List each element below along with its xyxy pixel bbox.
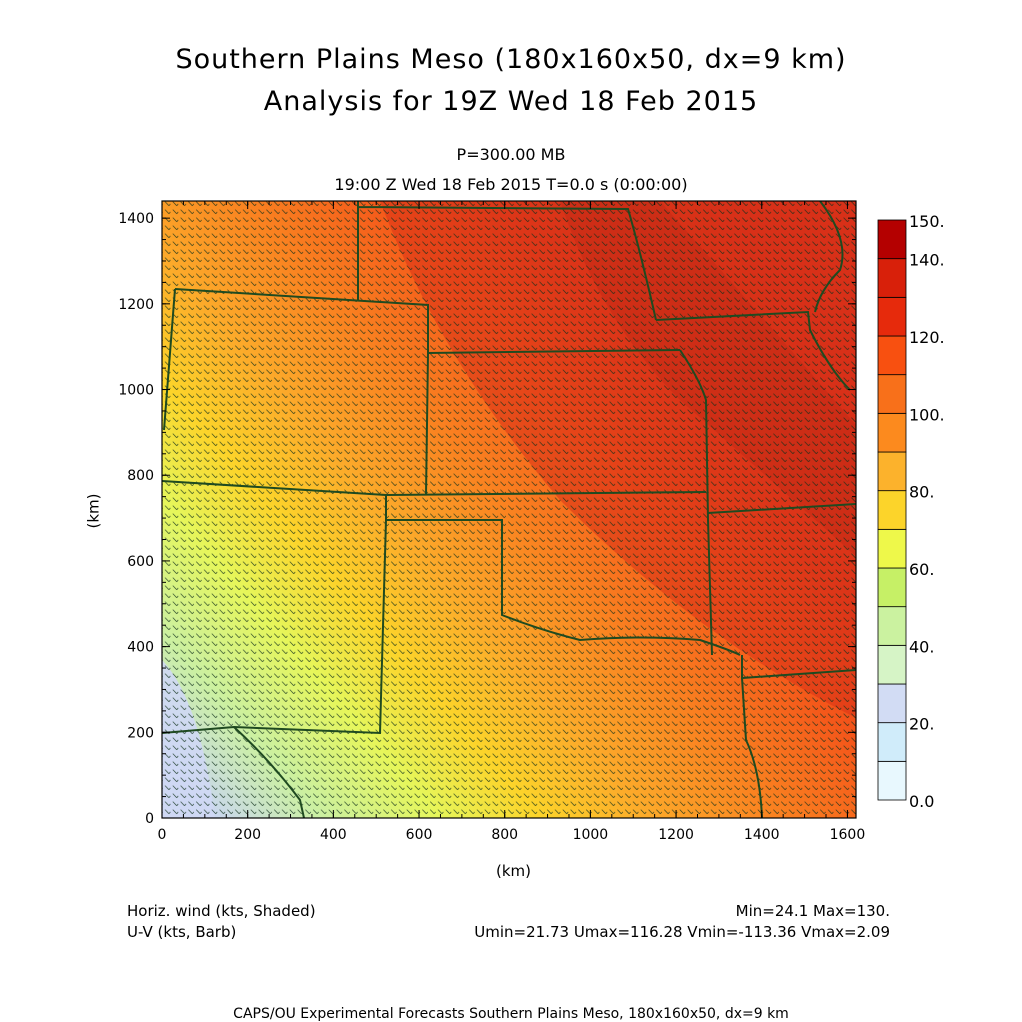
colorbar bbox=[877, 219, 907, 801]
boundary-west-edge bbox=[163, 288, 176, 431]
y-tick-label: 800 bbox=[127, 468, 154, 484]
colorbar-label: 140. bbox=[909, 251, 945, 270]
colorbar-swatch bbox=[877, 683, 907, 724]
colorbar-swatch bbox=[877, 451, 907, 492]
colorbar-label: 20. bbox=[909, 715, 934, 734]
colorbar-swatch bbox=[877, 760, 907, 801]
footer-credit: CAPS/OU Experimental Forecasts Southern … bbox=[233, 1006, 789, 1022]
boundary-nebraska-north bbox=[357, 201, 657, 321]
state-boundaries bbox=[162, 201, 856, 818]
y-tick-label: 1400 bbox=[118, 211, 154, 227]
colorbar-swatch bbox=[877, 528, 907, 569]
legend-barb: U-V (kts, Barb) bbox=[127, 923, 237, 941]
x-tick-label: 200 bbox=[234, 827, 261, 843]
x-tick-label: 600 bbox=[406, 827, 433, 843]
y-tick-label: 0 bbox=[145, 811, 154, 827]
legend-uv-range: Umin=21.73 Umax=116.28 Vmin=-113.36 Vmax… bbox=[474, 923, 890, 941]
boundary-new-mexico-texas bbox=[162, 519, 387, 735]
colorbar-label: 80. bbox=[909, 483, 934, 502]
colorbar-swatch bbox=[877, 219, 907, 260]
colorbar-swatch bbox=[877, 412, 907, 453]
boundary-kansas-missouri bbox=[679, 349, 713, 656]
y-tick-label: 1000 bbox=[118, 383, 154, 399]
colorbar-swatch bbox=[877, 722, 907, 762]
colorbar-labels: 150. 140. 120. 100. 80. 60. 40. 20. 0.0 bbox=[909, 212, 945, 811]
colorbar-label: 120. bbox=[909, 328, 945, 347]
colorbar-swatch bbox=[877, 258, 907, 298]
y-tick-label: 600 bbox=[127, 554, 154, 570]
colorbar-label: 150. bbox=[909, 212, 945, 231]
title-line-2: Analysis for 19Z Wed 18 Feb 2015 bbox=[263, 86, 759, 117]
colorbar-swatch bbox=[877, 606, 907, 646]
colorbar-swatch bbox=[877, 335, 907, 376]
x-axis-label: (km) bbox=[496, 862, 532, 880]
legend-min-max: Min=24.1 Max=130. bbox=[735, 902, 890, 920]
x-tick-label: 800 bbox=[491, 827, 518, 843]
boundary-missouri bbox=[655, 310, 851, 391]
valid-time: 19:00 Z Wed 18 Feb 2015 T=0.0 s (0:00:00… bbox=[334, 175, 688, 194]
boundary-iowa-river bbox=[814, 201, 844, 313]
y-tick-label: 200 bbox=[127, 725, 154, 741]
y-axis-label: (km) bbox=[84, 493, 103, 529]
colorbar-swatch bbox=[877, 374, 907, 414]
colorbar-label: 100. bbox=[909, 405, 945, 424]
boundary-texas-louisiana bbox=[741, 677, 763, 818]
axis-ticks bbox=[161, 201, 856, 819]
pressure-level: P=300.00 MB bbox=[456, 145, 566, 164]
colorbar-label: 40. bbox=[909, 637, 934, 656]
wind-barbs bbox=[162, 201, 856, 818]
title-line-1: Southern Plains Meso (180x160x50, dx=9 k… bbox=[175, 44, 847, 75]
colorbar-label: 0.0 bbox=[909, 792, 934, 811]
colorbar-swatch bbox=[877, 490, 907, 530]
colorbar-swatch bbox=[877, 644, 907, 685]
legend-shaded: Horiz. wind (kts, Shaded) bbox=[127, 902, 316, 920]
colorbar-swatch bbox=[877, 296, 907, 337]
x-tick-label: 1400 bbox=[744, 827, 780, 843]
boundary-rio-grande bbox=[233, 726, 305, 818]
x-tick-label: 1000 bbox=[573, 827, 609, 843]
boundary-kansas-nebraska bbox=[427, 349, 681, 354]
x-tick-label: 1200 bbox=[658, 827, 694, 843]
plot-frame bbox=[161, 200, 857, 819]
x-tick-label: 1600 bbox=[830, 827, 866, 843]
y-tick-label: 400 bbox=[127, 640, 154, 656]
x-tick-label: 0 bbox=[158, 827, 167, 843]
axis-tick-labels: 0 200 400 600 800 1000 1200 1400 1600 0 200 400 600 8… bbox=[118, 211, 865, 843]
boundary-oklahoma-panhandle bbox=[385, 495, 741, 656]
colorbar-swatch bbox=[877, 567, 907, 608]
y-tick-label: 1200 bbox=[118, 297, 154, 313]
boundary-colorado-north bbox=[174, 288, 429, 496]
colorbar-label: 60. bbox=[909, 560, 934, 579]
x-tick-label: 400 bbox=[320, 827, 347, 843]
